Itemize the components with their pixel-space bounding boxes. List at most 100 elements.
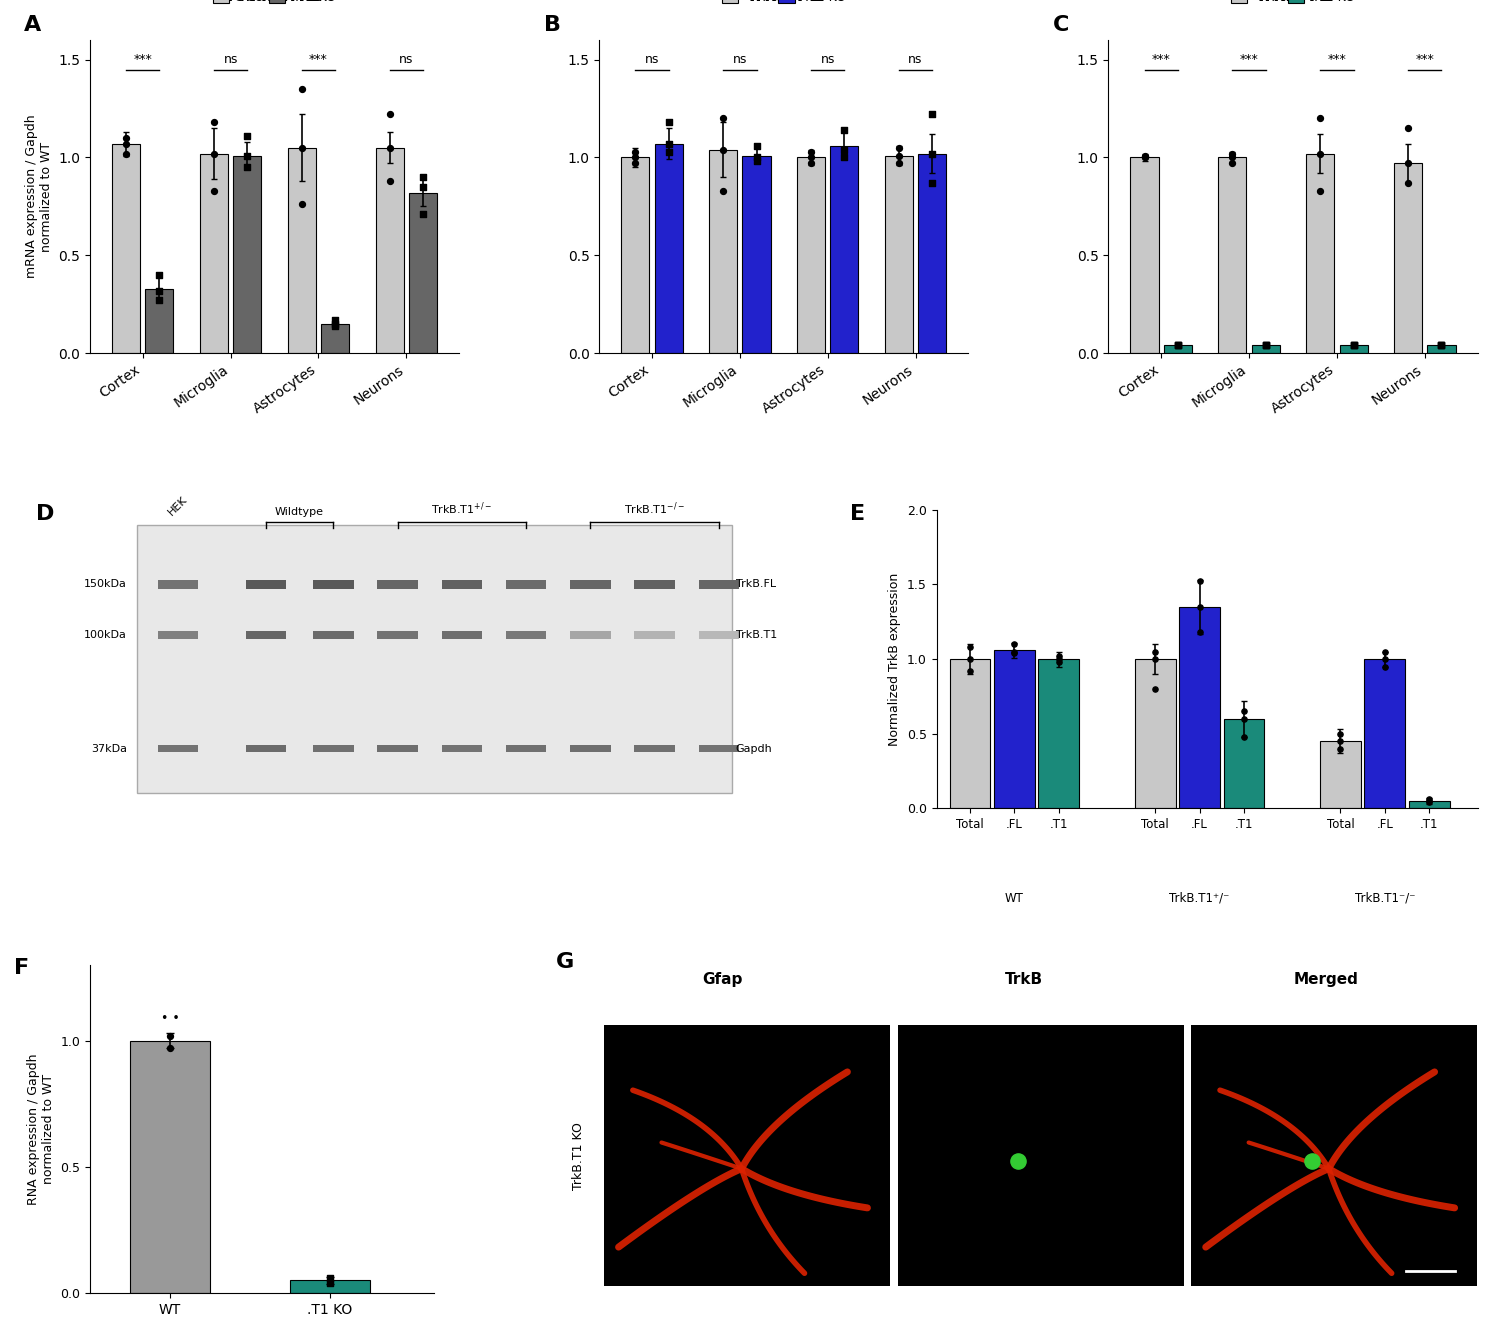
Bar xyxy=(621,157,650,353)
Point xyxy=(1188,621,1212,643)
Bar xyxy=(634,745,675,752)
Point xyxy=(886,137,910,159)
Point xyxy=(1341,335,1365,356)
Point xyxy=(322,313,346,335)
Point xyxy=(1341,335,1365,356)
Text: ns: ns xyxy=(909,53,922,65)
Point xyxy=(1396,172,1420,193)
FancyBboxPatch shape xyxy=(138,525,732,793)
Point xyxy=(318,1268,342,1289)
Text: B: B xyxy=(544,15,561,35)
Bar xyxy=(246,580,286,589)
Bar xyxy=(796,157,825,353)
Point xyxy=(886,153,910,175)
Point xyxy=(657,133,681,155)
Point xyxy=(1418,792,1442,813)
Point xyxy=(1372,648,1396,669)
Point xyxy=(411,204,435,225)
Text: ns: ns xyxy=(224,53,238,65)
Point xyxy=(1308,143,1332,164)
Text: Merged: Merged xyxy=(1294,972,1359,986)
Legend: WT, .T1 KO: WT, .T1 KO xyxy=(722,0,846,4)
Point xyxy=(202,180,226,201)
Bar xyxy=(570,745,610,752)
Bar xyxy=(375,148,404,353)
Title: Total TrkB: Total TrkB xyxy=(225,0,324,5)
Bar xyxy=(710,149,736,353)
Point xyxy=(624,147,648,168)
Point xyxy=(147,280,171,301)
Bar xyxy=(130,1041,210,1293)
Point xyxy=(1329,722,1353,744)
Point xyxy=(1372,641,1396,663)
Text: ***: *** xyxy=(1152,53,1170,65)
Text: C: C xyxy=(1053,15,1070,35)
Legend: WT, .T1 KO: WT, .T1 KO xyxy=(213,0,336,4)
Bar xyxy=(699,631,740,640)
Bar xyxy=(378,631,419,640)
Bar xyxy=(699,745,740,752)
Text: G: G xyxy=(556,952,574,972)
Point xyxy=(711,108,735,129)
Point xyxy=(236,125,260,147)
Bar xyxy=(1131,157,1158,353)
Point xyxy=(318,1272,342,1293)
Y-axis label: Normalized TrkB expression: Normalized TrkB expression xyxy=(888,572,902,745)
Point xyxy=(1132,145,1156,167)
Point xyxy=(1166,335,1190,356)
Point xyxy=(711,180,735,201)
Point xyxy=(1430,335,1454,356)
Y-axis label: mRNA expression / Gapdh
normalized to WT: mRNA expression / Gapdh normalized to WT xyxy=(24,115,52,279)
Text: ns: ns xyxy=(399,53,414,65)
Point xyxy=(322,309,346,331)
Bar xyxy=(441,580,482,589)
Point xyxy=(1188,571,1212,592)
Bar xyxy=(1340,345,1368,353)
Point xyxy=(1143,641,1167,663)
Bar xyxy=(378,580,419,589)
Y-axis label: RNA expression / Gapdh
normalized to WT: RNA expression / Gapdh normalized to WT xyxy=(27,1053,54,1205)
Text: TrkB.T1$^{-/-}$: TrkB.T1$^{-/-}$ xyxy=(624,501,686,517)
Point xyxy=(1418,789,1442,810)
Point xyxy=(1002,633,1026,655)
Bar xyxy=(654,144,682,353)
Text: 150kDa: 150kDa xyxy=(84,580,128,589)
Text: 100kDa: 100kDa xyxy=(84,631,128,640)
Point xyxy=(378,104,402,125)
Point xyxy=(1254,335,1278,356)
Point xyxy=(290,193,314,215)
Point xyxy=(158,1037,182,1058)
Bar xyxy=(1224,718,1264,808)
Point xyxy=(920,143,944,164)
Bar xyxy=(410,193,436,353)
Bar xyxy=(158,745,198,752)
Text: ns: ns xyxy=(645,53,658,65)
Point xyxy=(1232,726,1256,748)
Bar xyxy=(1218,157,1246,353)
Point xyxy=(1047,648,1071,669)
Bar xyxy=(1164,345,1192,353)
Bar xyxy=(885,156,914,353)
Text: F: F xyxy=(15,958,30,978)
Text: HEK: HEK xyxy=(166,495,189,517)
Bar xyxy=(112,144,140,353)
Text: ***: *** xyxy=(1416,53,1434,65)
Point xyxy=(1002,641,1026,663)
Point xyxy=(1232,701,1256,722)
Bar xyxy=(634,631,675,640)
Point xyxy=(1007,1150,1031,1172)
Bar xyxy=(314,745,354,752)
Text: WT: WT xyxy=(1005,892,1025,905)
Text: ***: *** xyxy=(1328,53,1347,65)
Point xyxy=(1232,708,1256,729)
Point xyxy=(1418,790,1442,812)
Bar xyxy=(200,153,228,353)
Point xyxy=(158,1025,182,1046)
Bar xyxy=(314,580,354,589)
Point xyxy=(1047,652,1071,673)
Bar xyxy=(1320,741,1360,808)
Legend: WT, .T1 KO: WT, .T1 KO xyxy=(1232,0,1354,4)
Text: 37kDa: 37kDa xyxy=(92,744,128,753)
Bar xyxy=(570,580,610,589)
Point xyxy=(1254,335,1278,356)
